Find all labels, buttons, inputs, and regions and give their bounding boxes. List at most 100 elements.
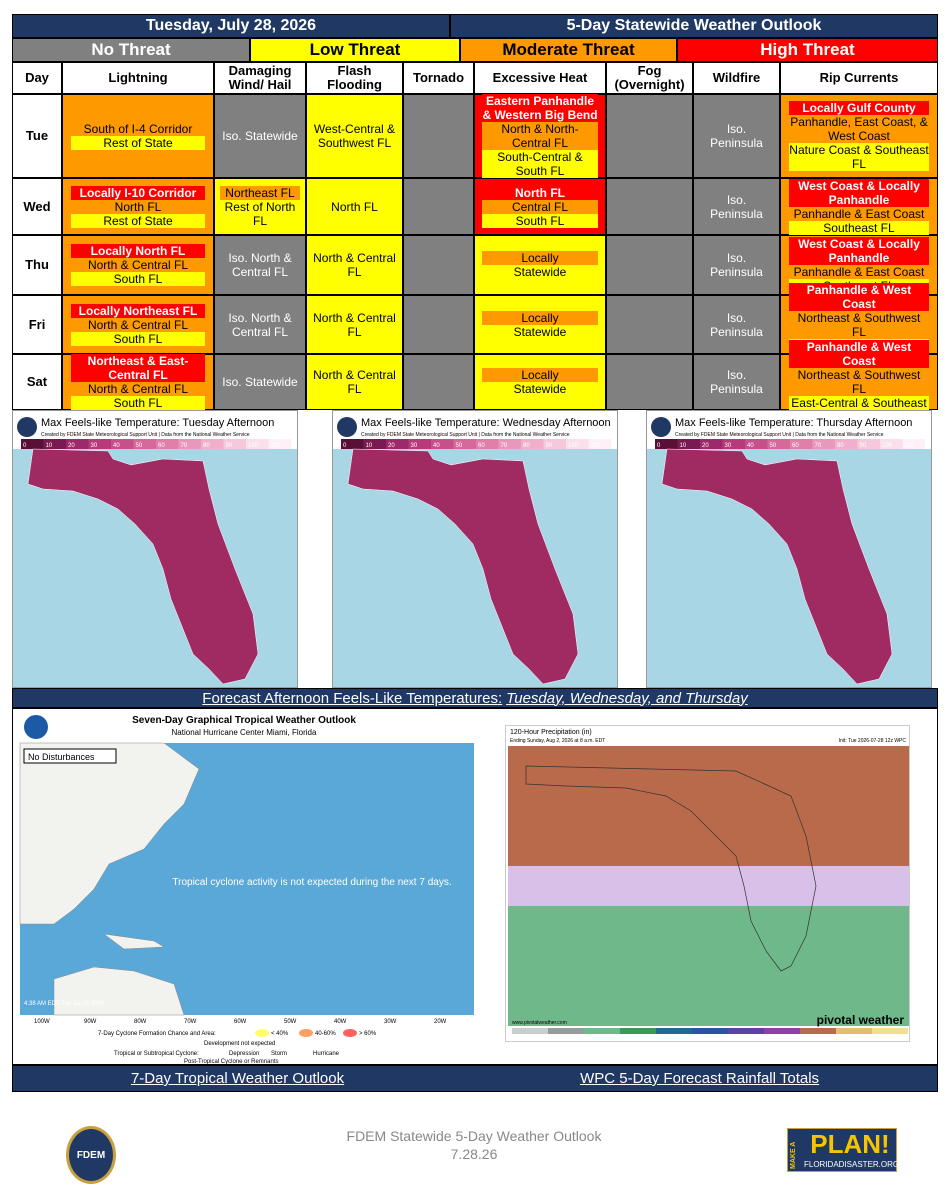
threat-text: South-Central & South FL <box>482 150 598 178</box>
outlook-cell: South of I-4 Corridor Rest of State <box>62 94 214 178</box>
colorbar-segment <box>767 439 790 449</box>
fdem-logo <box>17 417 37 437</box>
outlook-cell: Iso. Statewide <box>214 94 306 178</box>
threat-text: Panhandle & East Coast <box>789 265 929 279</box>
cyclone-type: Hurricane <box>313 1051 340 1057</box>
threat-text: Iso. North & Central FL <box>220 310 300 339</box>
outlook-cell <box>606 178 693 235</box>
outlook-cell: Iso. Peninsula <box>693 235 780 295</box>
threat-text: Locally Northeast FL <box>70 303 206 318</box>
rain-title: 120-Hour Precipitation (in) <box>510 729 592 736</box>
feels-like-map: Max Feels-like Temperature: Tuesday Afte… <box>12 410 298 688</box>
outlook-cell: North FL Central FL South FL <box>474 178 606 235</box>
threat-text: Panhandle, East Coast, & West Coast <box>789 115 929 143</box>
threat-text: West-Central & Southwest FL <box>312 122 397 150</box>
outlook-cell: Locally Statewide <box>474 235 606 295</box>
threat-text: Locally Gulf County <box>789 101 929 115</box>
threat-text: Rest of State <box>70 213 206 228</box>
cyclone-type: Depression <box>229 1051 259 1057</box>
threat-text: Statewide <box>482 382 598 396</box>
caption-days: Tuesday, Wednesday, and Thursday <box>506 689 748 707</box>
colorbar-tick: 20 <box>388 443 395 449</box>
threat-text: Iso. Peninsula <box>699 192 774 221</box>
colorbar-tick: 70 <box>501 443 508 449</box>
threat-text: West Coast & Locally Panhandle <box>789 178 929 207</box>
chance-swatch <box>343 1029 357 1037</box>
colorbar-segment <box>476 439 499 449</box>
outlook-cell: Locally Statewide <box>474 295 606 354</box>
threat-text: Rest of North FL <box>220 199 300 228</box>
fdem-logo <box>337 417 357 437</box>
colorbar-segment <box>111 439 134 449</box>
map-title: Max Feels-like Temperature: Thursday Aft… <box>675 417 912 429</box>
threat-level: No Threat <box>12 38 250 62</box>
outlook-cell: North & Central FL <box>306 354 403 410</box>
colorbar-segment <box>201 439 224 449</box>
rain-scale <box>836 1028 872 1034</box>
longitude-label: 90W <box>84 1019 97 1025</box>
threat-text: North FL <box>312 199 397 214</box>
colorbar-tick: 20 <box>702 443 709 449</box>
threat-level: Moderate Threat <box>460 38 677 62</box>
threat-text: Northeast & East-Central FL <box>70 354 206 382</box>
colorbar-segment <box>498 439 521 449</box>
map-title: Max Feels-like Temperature: Wednesday Af… <box>361 417 611 429</box>
longitude-label: 50W <box>284 1019 297 1025</box>
longitude-label: 80W <box>134 1019 147 1025</box>
outlook-cell: Iso. Peninsula <box>693 295 780 354</box>
outlook-cell: Panhandle & West Coast Northeast & Southw… <box>780 340 938 424</box>
threat-text: North FL <box>482 185 598 200</box>
colorbar-segment <box>677 439 700 449</box>
threat-text: Locally I-10 Corridor <box>70 185 206 200</box>
rain-scale <box>548 1028 584 1034</box>
threat-text: South FL <box>70 396 206 410</box>
threat-text: Iso. Statewide <box>220 375 300 389</box>
rain-scale <box>584 1028 620 1034</box>
colorbar-tick: 90 <box>546 443 553 449</box>
colorbar-tick: 80 <box>523 443 530 449</box>
lower-caption: 7-Day Tropical Weather Outlook WPC 5-Day … <box>12 1065 938 1092</box>
outlook-cell: Iso. Peninsula <box>693 94 780 178</box>
colorbar-segment <box>431 439 454 449</box>
threat-text: North & Central FL <box>312 368 397 396</box>
outlook-cell: West-Central & Southwest FL <box>306 94 403 178</box>
column-header: Day <box>12 62 62 94</box>
outlook-cell <box>606 235 693 295</box>
noaa-logo <box>24 715 48 739</box>
threat-text: North & Central FL <box>70 382 206 396</box>
outlook-cell: Eastern Panhandle & Western Big Bend Nort… <box>474 94 606 178</box>
outlook-cell <box>606 94 693 178</box>
column-header: Fog (Overnight) <box>606 62 693 94</box>
rain-band-2 <box>508 866 909 906</box>
colorbar-tick: 110 <box>591 443 601 449</box>
longitude-label: 60W <box>234 1019 247 1025</box>
outlook-cell: Iso. Peninsula <box>693 178 780 235</box>
rain-scale <box>800 1028 836 1034</box>
map-caption: Forecast Afternoon Feels-Like Temperatur… <box>12 688 938 708</box>
rain-scale <box>512 1028 548 1034</box>
column-header: Excessive Heat <box>474 62 606 94</box>
threat-level: Low Threat <box>250 38 460 62</box>
threat-text: North & Central FL <box>70 258 206 272</box>
feels-like-map: Max Feels-like Temperature: Thursday Aft… <box>646 410 932 688</box>
colorbar-tick: 80 <box>203 443 210 449</box>
outlook-cell: Northeast & East-Central FL North & Centr… <box>62 354 214 410</box>
colorbar-tick: 100 <box>882 443 893 449</box>
colorbar-segment <box>521 439 544 449</box>
day-cell: Thu <box>12 235 62 295</box>
colorbar-segment <box>21 439 44 449</box>
caption-prefix: Forecast Afternoon Feels-Like Temperatur… <box>202 689 503 707</box>
colorbar-segment <box>700 439 723 449</box>
colorbar-segment <box>543 439 566 449</box>
tropical-message: Tropical cyclone activity is not expecte… <box>172 877 451 888</box>
colorbar-tick: 0 <box>657 443 661 449</box>
chance-label: < 40% <box>271 1031 289 1037</box>
outlook-cell <box>403 94 474 178</box>
header-date: Tuesday, July 28, 2026 <box>12 14 450 38</box>
threat-text: Statewide <box>482 265 598 279</box>
colorbar-tick: 40 <box>433 443 440 449</box>
threat-text: Locally North FL <box>70 244 206 258</box>
header-title: 5-Day Statewide Weather Outlook <box>450 14 938 38</box>
florida-outline <box>525 765 817 972</box>
